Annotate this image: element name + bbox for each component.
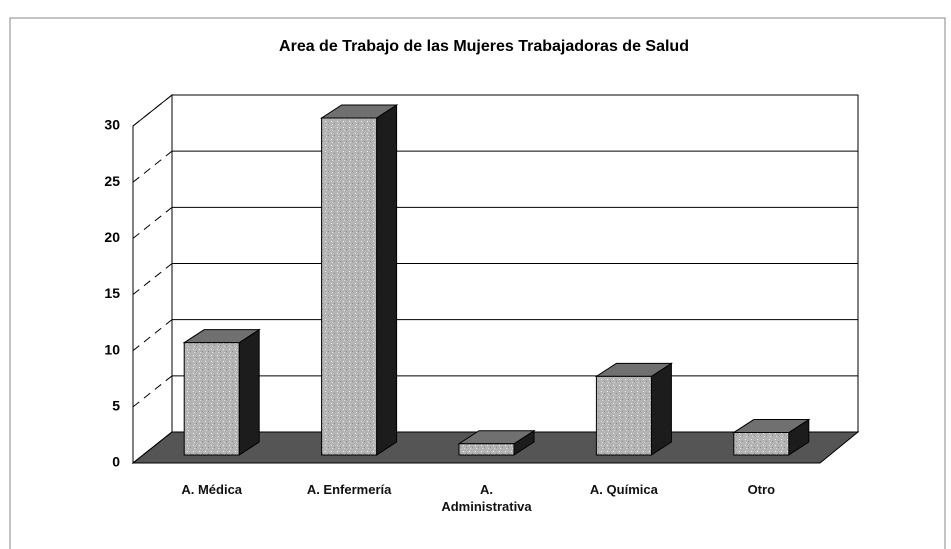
bar-side [238, 328, 260, 456]
left-wall [132, 93, 173, 465]
y-tick-label: 0 [112, 454, 120, 470]
chart-frame [9, 17, 946, 549]
x-tick-label: Otro [747, 482, 776, 497]
x-tick-label: A. Médica [181, 482, 243, 497]
bar [733, 432, 790, 456]
y-tick-label: 10 [104, 341, 120, 357]
bar [183, 342, 240, 456]
bar [595, 375, 652, 456]
y-tick-label: 15 [104, 285, 120, 301]
y-tick-label: 5 [112, 398, 120, 414]
y-tick-label: 30 [104, 117, 120, 133]
bar [321, 117, 378, 456]
x-tick-label: A. Enfermería [306, 482, 392, 497]
bar-side [650, 362, 672, 456]
bar-side [376, 104, 398, 456]
y-tick-label: 25 [104, 173, 120, 189]
x-tick-label: A. Administrativa [441, 482, 532, 514]
y-tick-label: 20 [104, 229, 120, 245]
x-tick-label: A. Química [589, 482, 658, 497]
bar [458, 443, 515, 456]
chart-title: Area de Trabajo de las Mujeres Trabajado… [279, 38, 689, 55]
